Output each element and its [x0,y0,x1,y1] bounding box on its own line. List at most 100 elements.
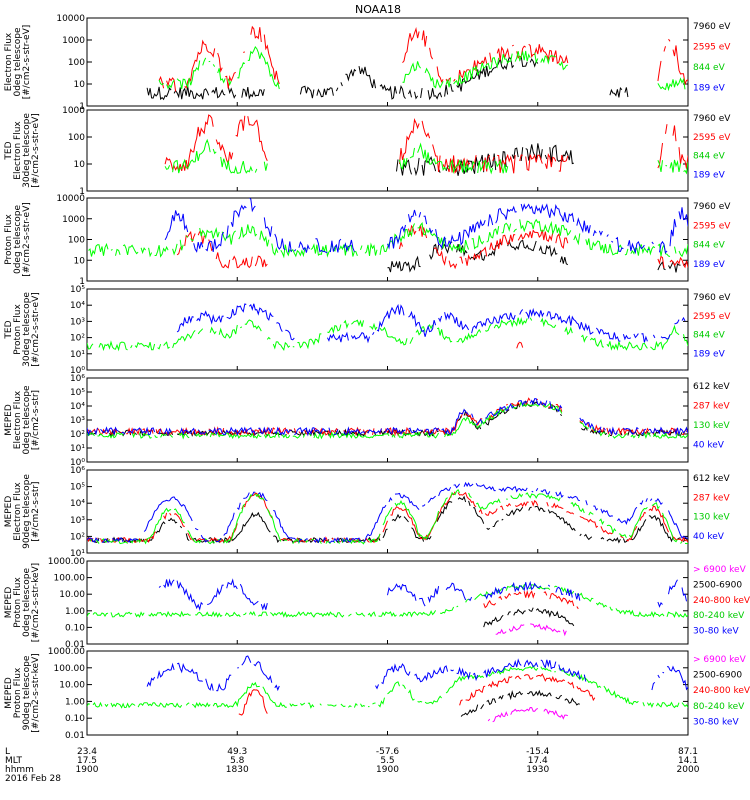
y-tick-label: 1.00 [65,697,85,707]
legend-entry: 844 eV [693,63,726,73]
y-axis-label: 90deg telescope [22,655,32,730]
y-tick-label: 0.10 [65,714,85,724]
legend-entry: 240-800 keV [693,596,750,606]
y-tick-label: 10⁵ [70,483,85,493]
legend-entry: 287 keV [693,493,730,503]
series-line-4 [87,664,688,709]
footer-l-value: 23.4 [77,747,97,757]
series-line-3 [88,218,688,259]
y-tick-label: 10² [70,430,85,440]
legend-entry: 844 eV [693,331,726,341]
y-tick-label: 10² [70,532,85,542]
footer-hhmm-value: 1930 [526,765,549,775]
y-tick-label: 1 [79,277,85,287]
panel-2: 1 10 100 1000 TED Electron Flux 30deg telescop… [4,106,731,197]
y-axis-label: [#/cm2-s-str-eV] [31,292,41,367]
y-tick-label: 10⁶ [70,466,85,476]
y-tick-label: 1.00 [65,607,85,617]
y-axis-label: MEPED [4,587,14,619]
y-axis-label: Electron Flux [13,482,23,541]
y-tick-label: 1000 [62,36,85,46]
y-axis-label: [#/cm2-s-str-eV] [22,25,32,100]
y-tick-label: 1 [79,102,85,112]
y-axis-label: 30deg telescope [22,113,32,188]
y-tick-label: 10³ [70,317,85,327]
legend-entry: 189 eV [693,349,726,359]
y-axis-label: TED [4,320,14,339]
legend-entry: 189 eV [693,84,726,94]
series-line-3 [239,674,598,715]
y-tick-label: 10⁵ [70,285,85,295]
y-tick-label: 100 [68,236,85,246]
legend-entry: 80-240 keV [693,611,745,621]
footer-label-l: L [5,747,10,757]
y-tick-label: 1 [79,187,85,197]
y-axis-label: Proton Flux [13,667,23,718]
y-axis-label: Proton Flux [13,577,23,628]
series-group [88,198,688,273]
y-tick-label: 100 [68,133,85,143]
footer-mlt-value: 17.4 [528,756,548,766]
series-line-2 [87,317,688,352]
legend-entry: 130 keV [693,513,730,523]
series-line-5 [146,655,688,692]
y-tick-label: 1000 [62,106,85,116]
series-line-3 [177,304,688,343]
panel-4: 10⁰ 10¹ 10² 10³ 10⁴ 10⁵ TED Proton Flux 30deg te… [4,285,731,376]
legend-entry: 2500-6900 [693,580,742,590]
footer-l-value: -15.4 [526,747,550,757]
y-axis-label: Electron Flux [13,390,23,449]
legend-entry: 130 keV [693,421,730,431]
y-tick-label: 1000.00 [48,557,85,567]
series-group [87,578,688,637]
y-tick-label: 10¹ [70,549,85,559]
series-line-3 [164,138,688,175]
series-line-1 [487,706,568,723]
series-line-2 [460,689,580,717]
legend-entry: 240-800 keV [693,686,750,696]
y-tick-label: 10⁴ [70,402,85,412]
y-axis-label: MEPED [4,404,14,436]
panel-frame [86,560,689,645]
panel-7: 0.01 0.10 1.00 10.00 100.00 1000.00 MEPED Proto… [4,557,750,650]
footer-hhmm-value: 1900 [76,765,99,775]
series-line-4 [87,398,688,437]
y-tick-label: 100.00 [54,574,86,584]
panel-8: 0.01 0.10 1.00 10.00 100.00 1000.00 MEPED Proto… [4,647,750,741]
y-axis-label: MEPED [4,677,14,709]
y-axis-label: 0deg telescope [13,27,23,97]
chart-title: NOAA18 [355,3,401,16]
legend-entry: 844 eV [693,152,726,162]
legend-entry: 2595 eV [693,133,731,143]
y-axis-label: [#/cm2-s-str-keV] [31,653,41,732]
y-tick-label: 0.10 [65,623,85,633]
footer-mlt-value: 5.5 [380,756,394,766]
footer-mlt-value: 5.8 [230,756,245,766]
legend-entry: 7960 eV [693,293,731,303]
y-axis-label: Electron Flux [13,121,23,180]
y-axis-label: [#/cm2-s-str] [31,390,41,450]
footer-hhmm-value: 1830 [226,765,249,775]
series-line-3 [89,488,688,545]
legend-entry: 612 keV [693,382,730,392]
y-axis-label: Proton Flux [4,214,14,265]
series-group [87,304,688,352]
y-axis-label: [#/cm2-s-str-eV] [31,113,41,188]
y-tick-label: 10000 [56,194,85,204]
y-tick-label: 10⁴ [70,499,85,509]
legend-entry: 40 keV [693,441,725,451]
legend-entry: 7960 eV [693,22,731,32]
y-tick-label: 10⁰ [70,366,85,376]
legend-entry: 30-80 keV [693,627,739,637]
legend-entry: 2500-6900 [693,671,742,681]
panel-3: 1 10 100 1000 10000 Proton Flux 0deg telescope… [4,194,731,287]
y-axis-label: [#/cm2-s-str] [31,481,41,541]
panel-frame [86,109,689,192]
y-axis-label: [#/cm2-s-str-keV] [31,563,41,642]
legend-entry: 2595 eV [693,43,731,53]
y-tick-label: 10² [70,334,85,344]
footer-label-date: 2016 Feb 28 [5,774,61,784]
panel-frame [86,197,689,282]
footer-hhmm-value: 1900 [376,765,399,775]
